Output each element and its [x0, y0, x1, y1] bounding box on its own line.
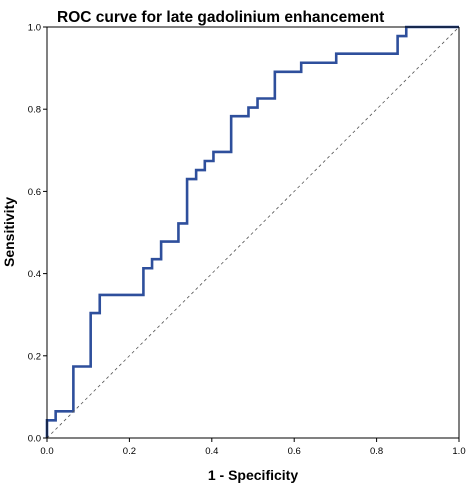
reference-diagonal-line	[46, 26, 460, 439]
roc-curve-line	[45, 25, 459, 438]
axes: 0.0 0.2 0.4 0.6 0.8 1.0 0.0 0.2 0.4 0.6 0.8 1.0	[28, 23, 466, 458]
y-tick-label: 0.8	[28, 105, 41, 116]
y-tick-label: 0.2	[28, 351, 41, 362]
chart-title: ROC curve for late gadolinium enhancemen…	[57, 9, 384, 26]
y-axis-label: Sensitivity	[1, 197, 17, 267]
x-tick-label: 0.6	[288, 446, 301, 457]
x-axis-label: 1 - Specificity	[208, 467, 298, 483]
plot-area	[45, 25, 460, 439]
y-tick-label: 0.6	[28, 187, 41, 198]
x-tick-label: 1.0	[452, 446, 465, 457]
y-tick-label: 1.0	[28, 23, 41, 34]
x-tick-label: 0.8	[370, 446, 383, 457]
x-tick-label: 0.2	[123, 446, 136, 457]
x-tick-label: 0.4	[205, 446, 218, 457]
y-tick-label: 0.4	[28, 269, 41, 280]
x-tick-label: 0.0	[40, 446, 53, 457]
y-tick-label: 0.0	[28, 434, 41, 445]
